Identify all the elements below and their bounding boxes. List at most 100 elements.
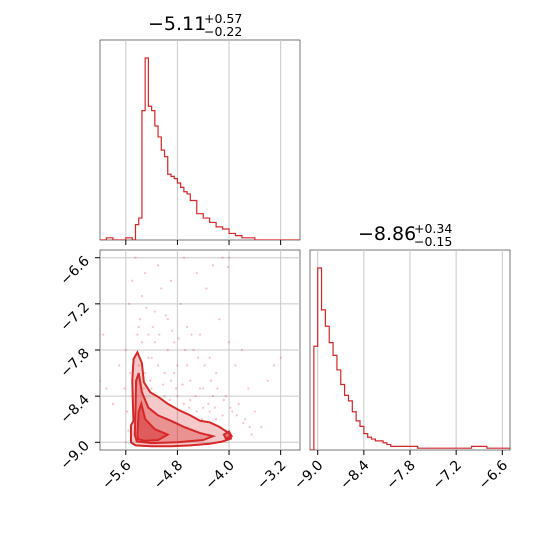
joint-sample-point xyxy=(248,425,251,429)
joint-x-ticks: −5.6 −4.8 −4.0 −3.2 xyxy=(99,450,289,493)
joint-sample-point xyxy=(211,395,215,398)
joint-sample-point xyxy=(221,414,224,417)
joint-sample-point xyxy=(166,348,169,352)
joint-x-tick-label: −3.2 xyxy=(254,458,289,493)
joint-x-tick-label: −4.8 xyxy=(151,458,186,493)
joint-sample-point xyxy=(169,379,173,382)
joint-sample-point xyxy=(216,387,219,390)
joint-y-tick-label: −8.4 xyxy=(57,392,92,427)
joint-sample-point xyxy=(237,402,240,405)
joint-sample-point xyxy=(185,364,189,367)
hist2-title-median: −8.86 xyxy=(358,223,416,245)
joint-y-ticks: −9.0 −8.4 −7.8 −7.2 −6.6 xyxy=(57,253,100,473)
hist2-title-minus: −0.15 xyxy=(414,234,452,249)
joint-sample-point xyxy=(229,406,232,409)
joint-sample-point xyxy=(266,379,269,382)
joint-sample-point xyxy=(102,333,105,336)
hist1-steps xyxy=(100,57,300,240)
joint-sample-point xyxy=(123,387,126,390)
joint-sample-point xyxy=(182,402,185,405)
joint-sample-point xyxy=(179,302,182,305)
hist2-x-tick-label: −9.0 xyxy=(291,458,326,493)
contour-outer xyxy=(130,350,233,448)
joint-sample-point xyxy=(163,371,166,375)
joint-sample-point xyxy=(125,410,129,413)
joint-sample-point xyxy=(105,387,108,390)
joint-sample-point xyxy=(156,364,160,367)
joint-sample-point xyxy=(208,410,211,413)
joint-sample-point xyxy=(100,379,102,382)
joint-sample-point xyxy=(253,410,256,413)
joint-sample-point xyxy=(129,371,132,375)
joint-sample-point xyxy=(173,341,176,344)
hist2-x-tick-label: −7.8 xyxy=(383,458,418,493)
joint-sample-point xyxy=(242,421,245,425)
joint-sample-point xyxy=(150,356,153,359)
joint-sample-point xyxy=(215,418,218,421)
joint-sample-point xyxy=(182,256,185,259)
joint-sample-point xyxy=(198,387,202,390)
joint-sample-point xyxy=(153,310,156,313)
contour-middle xyxy=(133,372,217,445)
joint-x-tick-label: −5.6 xyxy=(99,457,134,492)
joint-sample-point xyxy=(173,371,176,375)
joint-sample-point xyxy=(247,387,250,390)
joint-contours xyxy=(130,350,234,448)
joint-sample-point xyxy=(185,325,189,329)
joint-sample-point xyxy=(273,364,276,367)
joint-sample-point xyxy=(158,333,161,336)
joint-sample-point xyxy=(160,287,163,290)
joint-sample-point xyxy=(124,441,127,444)
hist1-title-plus: +0.57 xyxy=(204,11,242,26)
joint-sample-point xyxy=(127,429,130,432)
hist2-title-plus: +0.34 xyxy=(414,221,452,236)
joint-sample-point xyxy=(195,271,198,275)
joint-sample-point xyxy=(189,379,192,382)
joint-y-tick-label: −7.8 xyxy=(57,346,92,381)
joint-sample-point xyxy=(279,356,282,359)
joint-sample-point xyxy=(168,398,171,402)
joint-y-tick-label: −9.0 xyxy=(57,438,92,473)
joint-sample-point xyxy=(150,387,153,390)
hist2-x-tick-label: −6.6 xyxy=(476,457,511,492)
joint-y-tick-label: −6.6 xyxy=(57,253,92,288)
joint-sample-point xyxy=(198,333,202,336)
joint-sample-point xyxy=(149,379,152,382)
joint-sample-point xyxy=(184,348,187,352)
joint-sample-point xyxy=(226,265,229,269)
joint-sample-point xyxy=(138,318,142,321)
hist2-x-tick-label: −7.2 xyxy=(430,458,465,493)
hist2-steps xyxy=(310,267,510,450)
joint-sample-point xyxy=(203,364,206,367)
joint-sample-point xyxy=(176,364,179,367)
joint-sample-point xyxy=(215,371,218,375)
hist2-x-tick-label: −8.4 xyxy=(337,457,372,492)
joint-sample-point xyxy=(234,364,237,367)
joint-sample-point xyxy=(222,398,225,402)
joint-sample-point xyxy=(202,387,205,390)
joint-sample-point xyxy=(144,371,147,375)
joint-panel: −5.6 −4.8 −4.0 −3.2 −9.0 −8.4 −7.8 −7.2 −6.6 xyxy=(57,249,301,493)
joint-sample-point xyxy=(140,295,144,298)
joint-sample-point xyxy=(111,402,115,405)
joint-sample-point xyxy=(221,256,224,259)
joint-sample-point xyxy=(137,364,140,367)
joint-sample-point xyxy=(218,318,221,321)
joint-sample-point xyxy=(147,333,150,336)
joint-sample-point xyxy=(163,395,166,398)
hist1-title-minus: −0.22 xyxy=(204,24,242,39)
joint-sample-point xyxy=(240,348,244,352)
joint-sample-point xyxy=(205,287,208,290)
joint-sample-point xyxy=(124,348,127,352)
contour-small xyxy=(222,430,234,440)
joint-sample-point xyxy=(145,306,148,309)
joint-sample-point xyxy=(227,341,231,344)
joint-sample-point xyxy=(162,383,165,386)
hist1-step-line xyxy=(100,57,300,240)
joint-sample-point xyxy=(131,279,134,282)
joint-sample-point xyxy=(181,383,184,386)
joint-sample-point xyxy=(231,410,234,413)
joint-sample-point xyxy=(207,402,210,405)
hist-panel-param2: −9.0 −8.4 −7.8 −7.2 −6.6 −8.86 +0.34 −0.15 xyxy=(291,221,511,493)
